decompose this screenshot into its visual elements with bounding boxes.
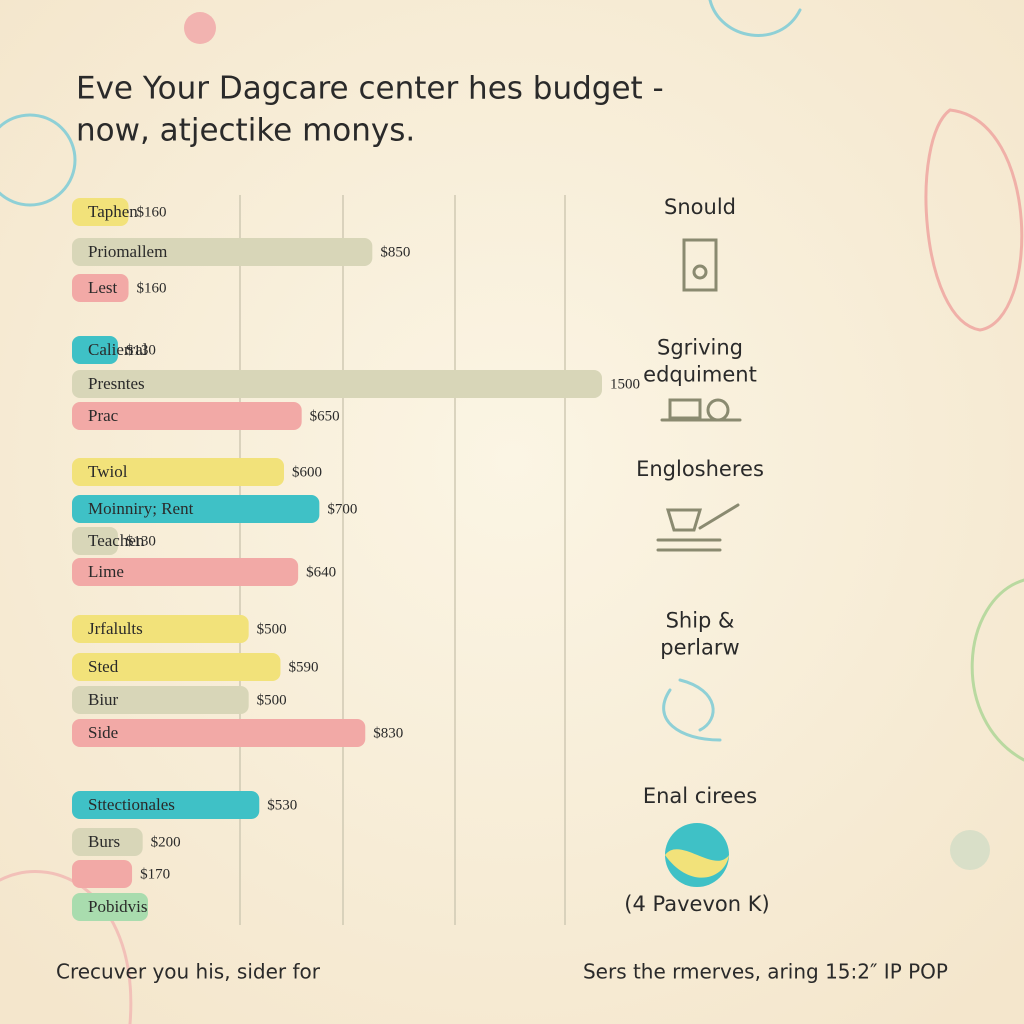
value-label: $700 (327, 501, 357, 517)
bar-label: Lest (88, 278, 118, 297)
bar (72, 274, 129, 302)
bar (72, 791, 260, 819)
value-label: $130 (126, 533, 156, 549)
bar (72, 198, 129, 226)
bar (72, 495, 320, 523)
value-label: $640 (306, 564, 336, 580)
doodle (184, 12, 216, 44)
bar (72, 458, 284, 486)
side-label: Ship & (666, 609, 735, 633)
doodle (970, 578, 1024, 762)
bar (72, 527, 118, 555)
side-label: Snould (664, 195, 736, 219)
bar (72, 558, 299, 586)
bar-label: Taphen (88, 202, 138, 221)
bar (72, 336, 118, 364)
bar-label: Pobidvis (88, 897, 148, 916)
doodle (950, 830, 990, 870)
bar (72, 686, 249, 714)
value-label: $500 (257, 621, 287, 637)
footer-right: Sers the rmerves, aring 15:2″ IP POP (583, 960, 948, 984)
icon (692, 264, 708, 280)
icon (706, 398, 730, 422)
side-label: edquiment (643, 363, 757, 387)
value-label: $500 (257, 692, 287, 708)
side-label: Enal cirees (643, 784, 757, 808)
bar-label: Burs (88, 832, 120, 851)
side-label: Sgriving (657, 336, 743, 360)
bar-label: Jrfalults (88, 619, 143, 638)
doodle (708, 0, 802, 37)
doodle (924, 108, 1024, 332)
side-label: Englosheres (636, 457, 764, 481)
icon (662, 678, 722, 742)
bar (72, 719, 366, 747)
bar-label: Sted (88, 657, 119, 676)
footer-left: Crecuver you his, sider for (56, 960, 321, 984)
bar-label: Twiol (88, 462, 128, 481)
bar-label: Biur (88, 690, 119, 709)
bar (72, 653, 281, 681)
bar-label: Moinniry; Rent (88, 499, 194, 518)
bar-label: Priomallem (88, 242, 167, 261)
bar-label: Calierral (88, 340, 148, 359)
bar (72, 370, 602, 398)
bar-label: Lime (88, 562, 124, 581)
icon (682, 238, 718, 292)
icons (656, 238, 742, 742)
doodle (0, 113, 77, 207)
icon (665, 849, 729, 878)
value-label: $160 (137, 204, 167, 220)
bar-label: Prac (88, 406, 119, 425)
bar (72, 615, 249, 643)
value-label: $200 (151, 834, 181, 850)
bar (72, 828, 143, 856)
bar (72, 860, 133, 888)
bar-label: Side (88, 723, 118, 742)
value-label: $650 (310, 408, 340, 424)
chart-title: Eve Your Dagcare center hes budget - (76, 71, 664, 107)
side-label: perlarw (660, 636, 739, 660)
side-note: (4 Pavevon K) (624, 892, 769, 916)
value-label: $170 (140, 866, 170, 882)
bar-label: Sttectionales (88, 795, 175, 814)
value-label: $160 (137, 280, 167, 296)
value-label: $830 (373, 725, 403, 741)
chart-title: now, atjectike monys. (76, 113, 415, 149)
value-label: 1500 (610, 376, 640, 392)
value-label: $850 (380, 244, 410, 260)
icon (660, 398, 742, 422)
icon (656, 503, 740, 552)
bar (72, 402, 302, 430)
bar (72, 893, 148, 921)
value-label: $530 (267, 797, 297, 813)
bar (72, 238, 373, 266)
bar-label: Presntes (88, 374, 145, 393)
value-label: $130 (126, 342, 156, 358)
value-label: $590 (288, 659, 318, 675)
bar-label: Teachen (88, 531, 145, 550)
value-label: $600 (292, 464, 322, 480)
